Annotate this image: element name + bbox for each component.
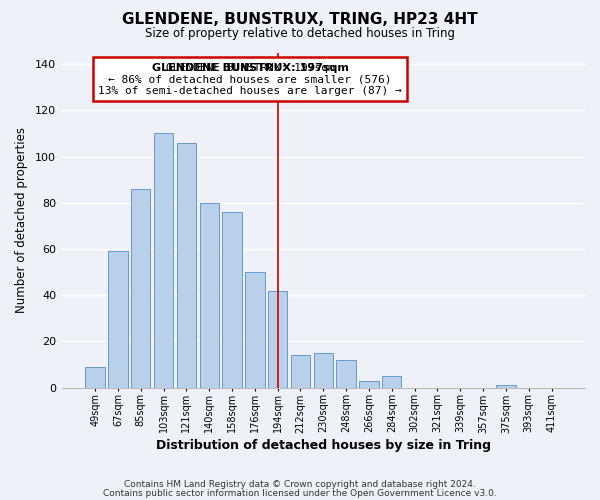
Bar xyxy=(314,353,333,388)
Text: GLENDENE, BUNSTRUX, TRING, HP23 4HT: GLENDENE, BUNSTRUX, TRING, HP23 4HT xyxy=(122,12,478,28)
Bar xyxy=(268,290,287,388)
Bar xyxy=(496,386,515,388)
Bar xyxy=(291,356,310,388)
Bar xyxy=(154,134,173,388)
X-axis label: Distribution of detached houses by size in Tring: Distribution of detached houses by size … xyxy=(156,440,491,452)
Bar xyxy=(337,360,356,388)
Y-axis label: Number of detached properties: Number of detached properties xyxy=(15,127,28,313)
Text: Size of property relative to detached houses in Tring: Size of property relative to detached ho… xyxy=(145,28,455,40)
Text: Contains HM Land Registry data © Crown copyright and database right 2024.: Contains HM Land Registry data © Crown c… xyxy=(124,480,476,489)
Bar xyxy=(108,252,128,388)
Text: Contains public sector information licensed under the Open Government Licence v3: Contains public sector information licen… xyxy=(103,488,497,498)
Text: GLENDENE BUNSTRUX: 197sqm: GLENDENE BUNSTRUX: 197sqm xyxy=(152,62,349,96)
Bar xyxy=(176,142,196,388)
Bar xyxy=(200,202,219,388)
Text: GLENDENE BUNSTRUX: 197sqm
← 86% of detached houses are smaller (576)
13% of semi: GLENDENE BUNSTRUX: 197sqm ← 86% of detac… xyxy=(98,62,402,96)
Bar xyxy=(382,376,401,388)
Bar xyxy=(85,367,105,388)
Bar xyxy=(223,212,242,388)
Bar xyxy=(131,189,151,388)
Bar xyxy=(245,272,265,388)
Bar xyxy=(359,380,379,388)
